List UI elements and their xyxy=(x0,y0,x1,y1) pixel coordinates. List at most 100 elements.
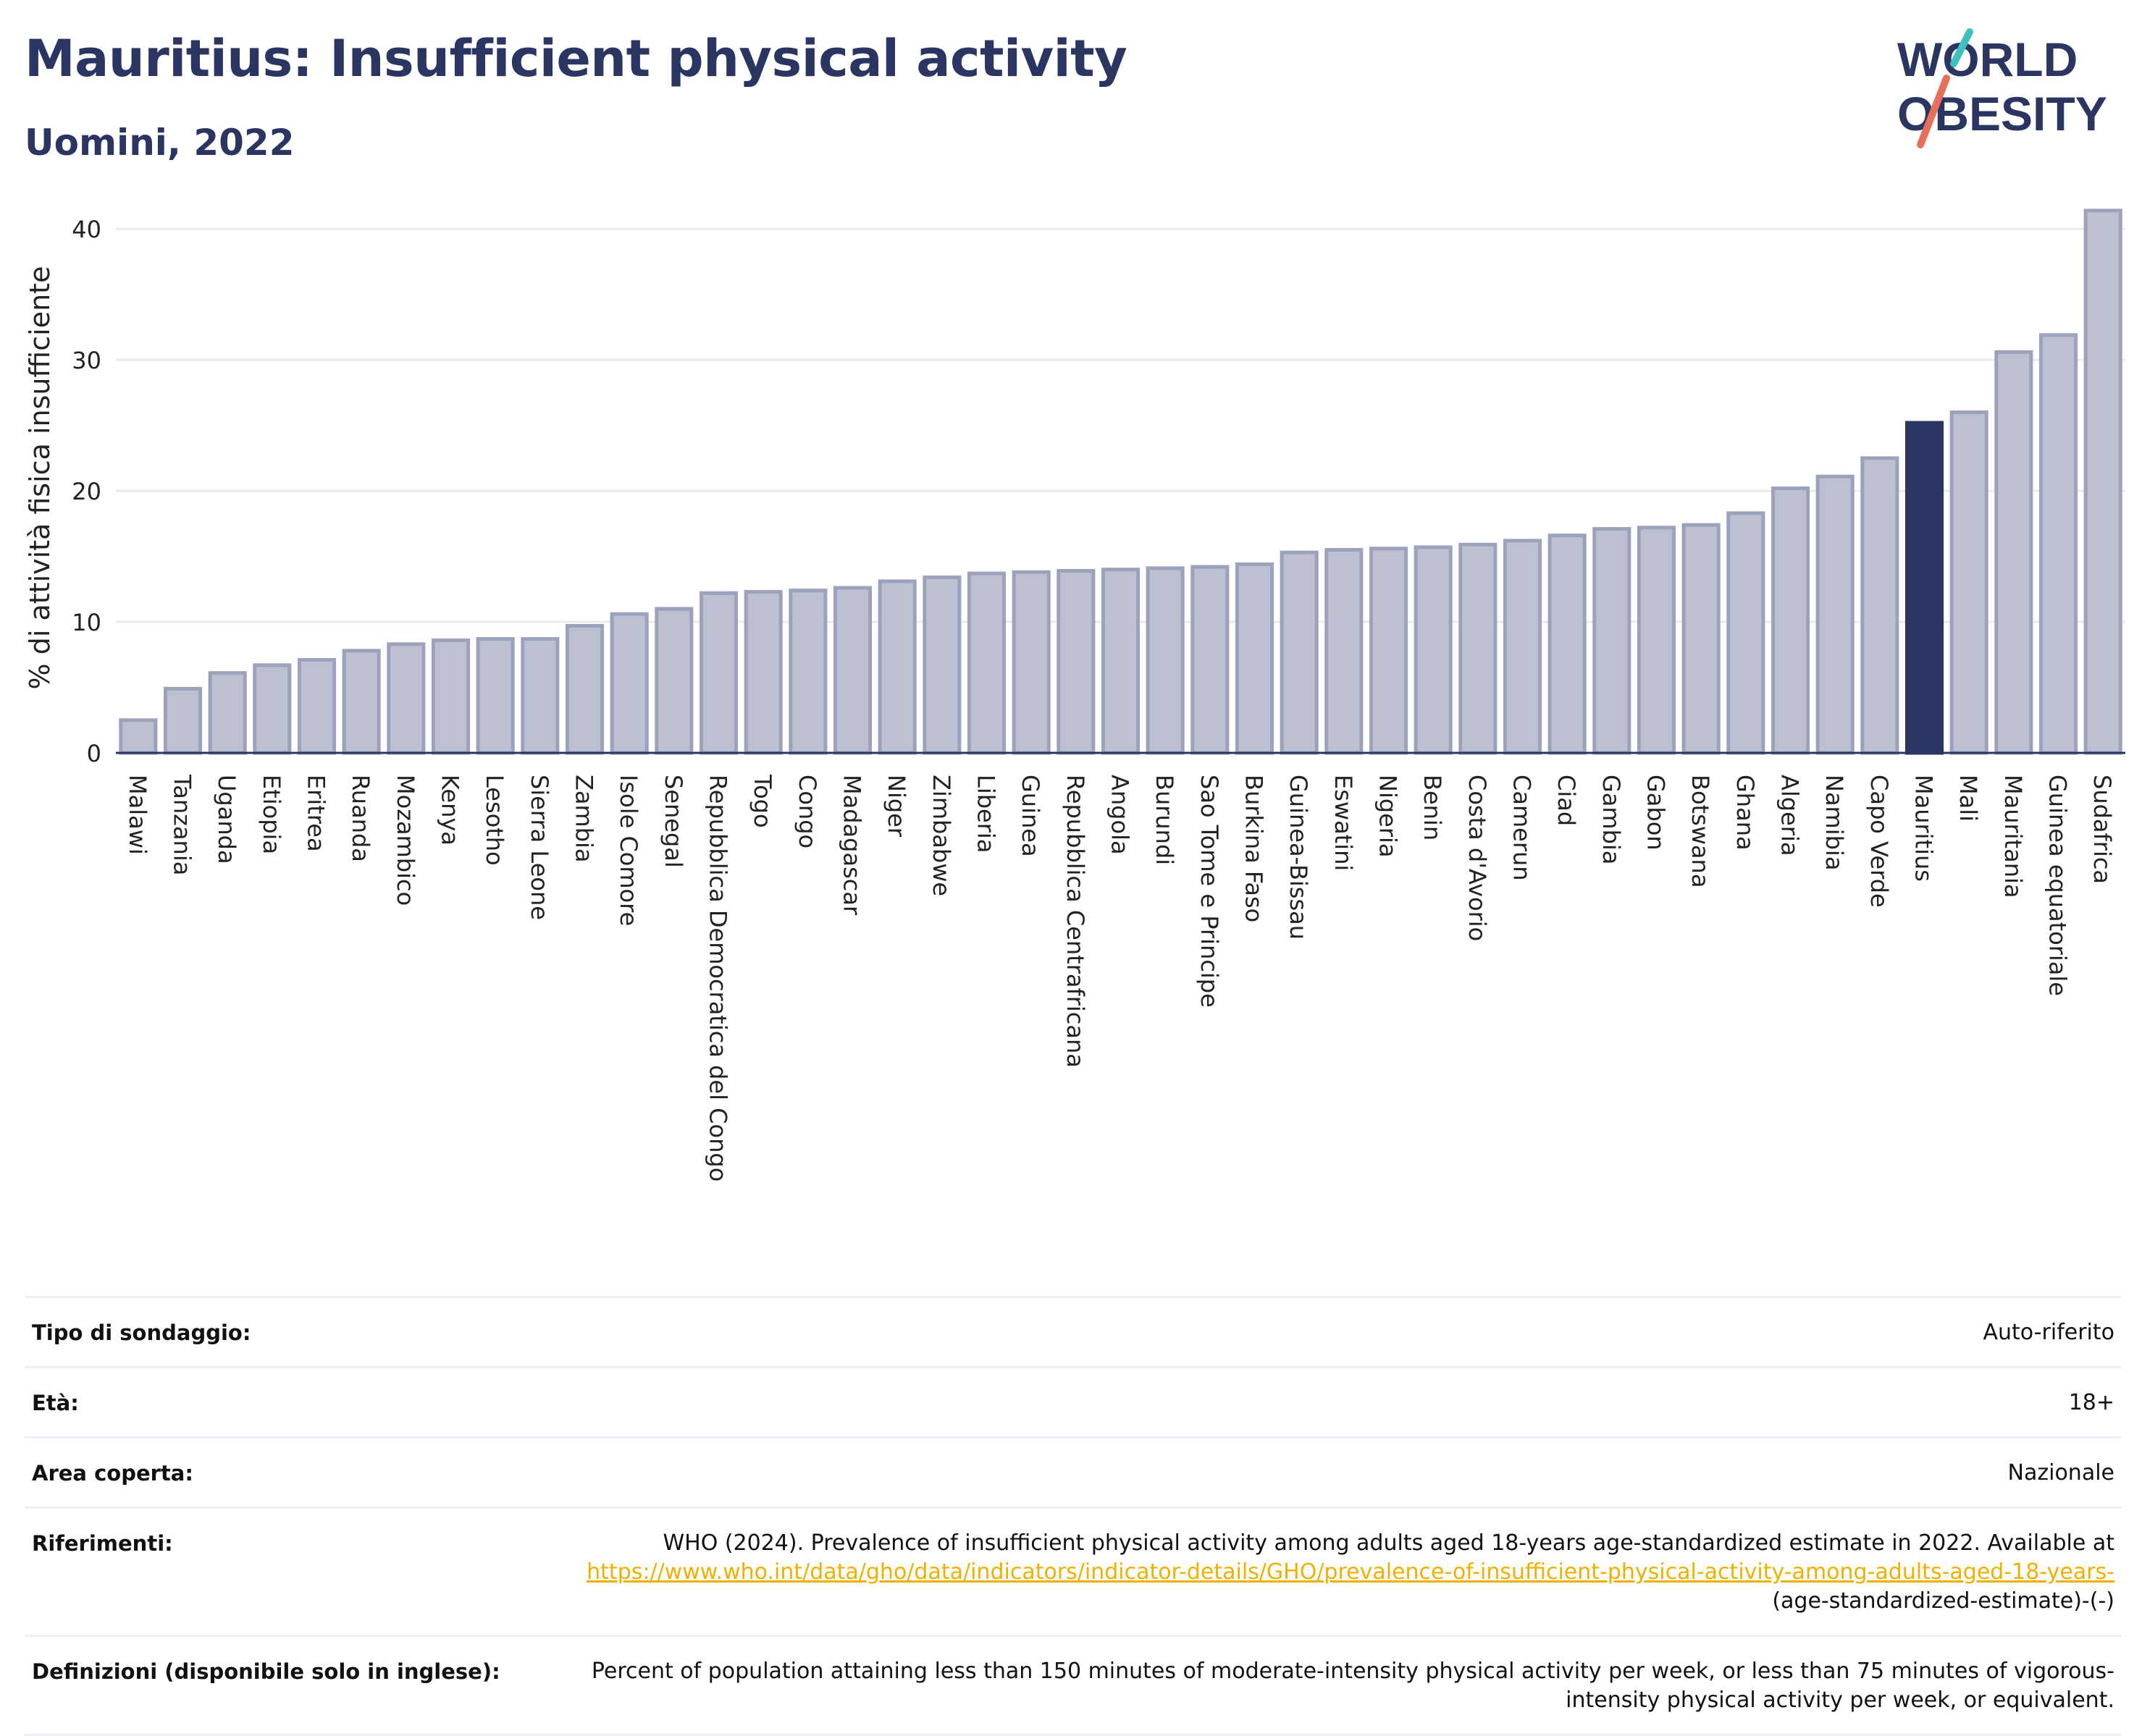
x-tick-label: Costa d'Avorio xyxy=(1463,775,1491,941)
page-title: Mauritius: Insufficient physical activit… xyxy=(25,29,1127,88)
bar-chart: 0 10 20 30 40 % di attività fisica insufficie… xyxy=(24,208,2125,1181)
bar xyxy=(1324,548,1364,755)
bar xyxy=(297,658,337,755)
x-tick-label: Sao Tome e Principe xyxy=(1196,775,1223,1008)
world-obesity-logo: WORLD OBESITY xyxy=(1897,28,2107,148)
x-tick-label: Mauritania xyxy=(1999,775,2027,898)
x-tick-label: Ruanda xyxy=(347,775,374,862)
page-subtitle: Uomini, 2022 xyxy=(25,122,295,164)
x-tick-label: Senegal xyxy=(660,775,687,868)
x-tick-label: Liberia xyxy=(973,775,1000,853)
bar xyxy=(699,591,739,755)
info-row-area: Area coperta: Nazionale xyxy=(25,1438,2122,1509)
bar xyxy=(119,718,158,755)
y-tick-label: 10 xyxy=(72,609,101,636)
bar xyxy=(1101,568,1141,755)
x-tick-label: Nigeria xyxy=(1374,775,1402,857)
bar xyxy=(2083,208,2122,755)
x-tick-label: Angola xyxy=(1106,775,1134,855)
x-tick-label: Eritrea xyxy=(303,775,330,852)
bar xyxy=(1235,562,1274,755)
x-tick-label: Madagascar xyxy=(839,775,866,916)
bar xyxy=(1458,542,1498,755)
x-tick-label: Guinea-Bissau xyxy=(1285,775,1312,940)
bar xyxy=(1146,566,1185,755)
bar xyxy=(1637,526,1676,755)
info-value: Nazionale xyxy=(2007,1460,2114,1486)
info-row-definitions: Definizioni (disponibile solo in inglese… xyxy=(25,1637,2122,1736)
bar xyxy=(1369,547,1408,755)
info-table: Tipo di sondaggio: Auto-riferito Età: 18… xyxy=(25,1296,2122,1736)
info-value: 18+ xyxy=(2068,1390,2114,1415)
bar xyxy=(878,579,917,755)
info-value: Percent of population attaining less tha… xyxy=(591,1659,2114,1713)
bar xyxy=(1592,527,1631,755)
info-row-survey-type: Tipo di sondaggio: Auto-riferito xyxy=(25,1298,2122,1368)
x-tick-label: Ghana xyxy=(1731,775,1759,851)
x-tick-label: Tanzania xyxy=(169,774,196,875)
bar xyxy=(833,586,873,755)
bar xyxy=(1771,486,1810,755)
x-tick-label: Congo xyxy=(794,775,821,848)
bar xyxy=(342,649,381,755)
bar xyxy=(655,607,694,755)
bar xyxy=(565,623,605,755)
bar xyxy=(1503,539,1542,755)
y-axis-label: % di attività fisica insufficiente xyxy=(24,266,56,690)
x-tick-label: Camerun xyxy=(1508,775,1536,881)
info-label: Riferimenti: xyxy=(32,1531,173,1556)
x-tick-label: Capo Verde xyxy=(1865,775,1893,908)
info-row-references: Riferimenti: WHO (2024). Prevalence of i… xyxy=(25,1509,2122,1637)
x-tick-label: Isole Comore xyxy=(615,775,642,926)
bar xyxy=(1414,545,1453,755)
x-tick-label: Etiopia xyxy=(258,775,285,854)
y-tick-label: 20 xyxy=(72,478,101,505)
reference-link[interactable]: https://www.who.int/data/gho/data/indica… xyxy=(587,1559,2114,1585)
x-tick-label: Benin xyxy=(1419,775,1446,840)
references-suffix: (age-standardized-estimate)-(-) xyxy=(1772,1588,2114,1614)
x-tick-label: Mozambico xyxy=(392,775,419,906)
x-tick-label: Zimbabwe xyxy=(928,775,955,896)
x-tick-label: Burkina Faso xyxy=(1240,775,1268,922)
bar xyxy=(1815,474,1855,755)
bar xyxy=(1949,410,1988,755)
info-label: Età: xyxy=(32,1391,79,1415)
bar xyxy=(1681,523,1721,755)
bar xyxy=(1994,350,2033,755)
x-tick-label: Gambia xyxy=(1597,775,1625,864)
bar xyxy=(1280,550,1319,755)
bar xyxy=(1190,565,1230,755)
info-label: Definizioni (disponibile solo in inglese… xyxy=(32,1659,500,1684)
x-tick-label: Mali xyxy=(1954,775,1982,822)
x-tick-label: Uganda xyxy=(213,775,240,864)
bar xyxy=(610,612,649,755)
bar xyxy=(253,663,292,755)
x-tick-label: Lesotho xyxy=(481,775,508,866)
x-tick-label: Togo xyxy=(749,774,776,828)
bar xyxy=(431,638,471,755)
x-tick-label: Mauritius xyxy=(1910,775,1938,882)
bar xyxy=(1547,534,1587,755)
bar xyxy=(1057,568,1096,755)
bar xyxy=(1860,456,1899,755)
x-tick-label: Guinea equatoriale xyxy=(2044,775,2072,996)
bar xyxy=(2038,333,2078,755)
info-row-age: Età: 18+ xyxy=(25,1368,2122,1438)
x-tick-label: Kenya xyxy=(437,775,464,846)
x-tick-label: Eswatini xyxy=(1330,775,1357,871)
bar xyxy=(521,637,560,755)
bar xyxy=(1726,511,1765,755)
y-tick-label: 30 xyxy=(72,347,101,374)
bar xyxy=(789,589,828,755)
bar xyxy=(744,589,783,755)
bar xyxy=(208,671,247,755)
logo-slash-coral xyxy=(1917,75,1950,148)
info-label: Tipo di sondaggio: xyxy=(32,1320,251,1345)
x-tick-label: Burundi xyxy=(1151,775,1178,865)
info-value: Auto-riferito xyxy=(1983,1320,2114,1345)
x-tick-label: Sierra Leone xyxy=(526,775,553,920)
x-tick-label: Sudafrica xyxy=(2088,775,2116,884)
bar xyxy=(163,686,203,755)
references-value: WHO (2024). Prevalence of insufficient p… xyxy=(558,1529,2114,1616)
logo-slash-teal xyxy=(1950,28,1973,67)
